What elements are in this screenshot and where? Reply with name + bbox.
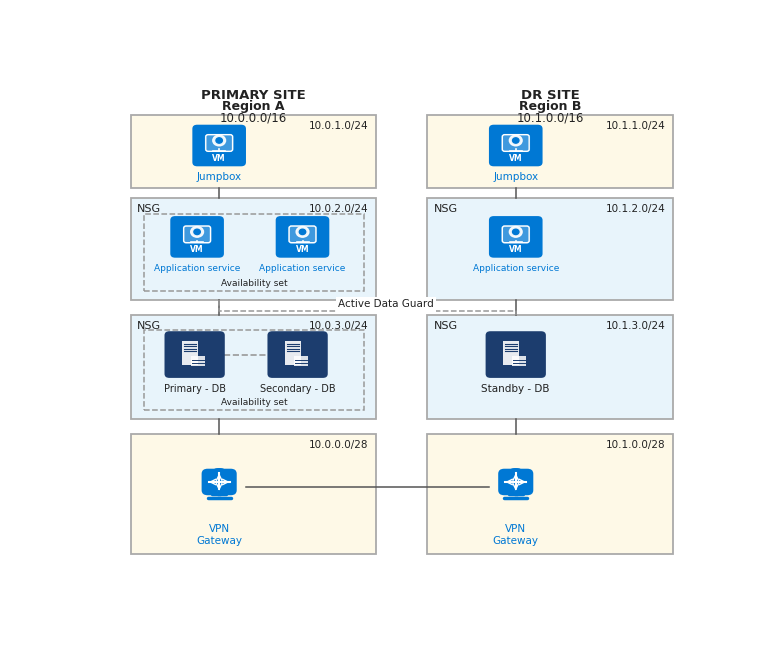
Circle shape — [296, 227, 309, 237]
Text: 10.0.2.0/24: 10.0.2.0/24 — [309, 204, 369, 214]
Text: 10.0.1.0/24: 10.0.1.0/24 — [309, 121, 369, 130]
Text: Availability set: Availability set — [221, 399, 287, 407]
Circle shape — [191, 227, 204, 237]
FancyBboxPatch shape — [489, 216, 543, 258]
Text: Application service: Application service — [154, 264, 241, 273]
FancyBboxPatch shape — [288, 225, 316, 243]
Text: NSG: NSG — [137, 321, 161, 331]
Text: 10.0.0.0/16: 10.0.0.0/16 — [220, 111, 287, 124]
Text: Primary - DB: Primary - DB — [164, 384, 226, 394]
Circle shape — [299, 229, 305, 235]
FancyBboxPatch shape — [427, 315, 672, 419]
Text: NSG: NSG — [433, 204, 458, 214]
Circle shape — [512, 229, 519, 235]
FancyBboxPatch shape — [131, 198, 376, 300]
FancyBboxPatch shape — [191, 356, 205, 366]
FancyBboxPatch shape — [192, 125, 246, 166]
Text: Jumpbox: Jumpbox — [493, 172, 538, 182]
FancyBboxPatch shape — [489, 125, 543, 166]
Text: VM: VM — [509, 245, 522, 254]
FancyBboxPatch shape — [427, 115, 672, 188]
Text: VM: VM — [191, 245, 204, 254]
Text: Region A: Region A — [223, 100, 285, 113]
FancyBboxPatch shape — [165, 331, 225, 378]
FancyBboxPatch shape — [427, 198, 672, 300]
FancyBboxPatch shape — [182, 341, 198, 365]
Circle shape — [509, 227, 522, 237]
FancyBboxPatch shape — [267, 331, 328, 378]
FancyBboxPatch shape — [285, 341, 301, 365]
Text: 10.0.0.0/28: 10.0.0.0/28 — [309, 440, 369, 450]
Text: 10.1.0.0/28: 10.1.0.0/28 — [606, 440, 665, 450]
Text: Active Data Guard: Active Data Guard — [337, 299, 433, 310]
Text: Region B: Region B — [519, 100, 581, 113]
Text: VPN
Gateway: VPN Gateway — [196, 524, 242, 546]
Text: NSG: NSG — [433, 321, 458, 331]
Text: VM: VM — [509, 154, 522, 163]
Circle shape — [509, 135, 522, 146]
FancyBboxPatch shape — [170, 216, 224, 258]
FancyBboxPatch shape — [205, 134, 234, 152]
FancyBboxPatch shape — [294, 356, 308, 366]
FancyBboxPatch shape — [427, 434, 672, 554]
FancyBboxPatch shape — [501, 134, 530, 152]
Text: 10.1.0.0/16: 10.1.0.0/16 — [516, 111, 583, 124]
Text: Jumpbox: Jumpbox — [197, 172, 242, 182]
Text: VPN
Gateway: VPN Gateway — [493, 524, 539, 546]
Text: 10.0.3.0/24: 10.0.3.0/24 — [309, 321, 369, 331]
FancyBboxPatch shape — [486, 331, 546, 378]
FancyBboxPatch shape — [183, 225, 211, 243]
FancyBboxPatch shape — [276, 216, 330, 258]
Text: PRIMARY SITE: PRIMARY SITE — [201, 89, 306, 102]
Text: 10.1.2.0/24: 10.1.2.0/24 — [605, 204, 665, 214]
FancyBboxPatch shape — [201, 469, 237, 496]
FancyBboxPatch shape — [498, 469, 533, 496]
Text: VM: VM — [212, 154, 226, 163]
Circle shape — [512, 138, 519, 143]
Text: 10.1.1.0/24: 10.1.1.0/24 — [605, 121, 665, 130]
Text: 10.1.3.0/24: 10.1.3.0/24 — [605, 321, 665, 331]
Text: Secondary - DB: Secondary - DB — [260, 384, 335, 394]
FancyBboxPatch shape — [503, 341, 519, 365]
Text: VM: VM — [296, 245, 309, 254]
Text: Standby - DB: Standby - DB — [482, 384, 550, 394]
Text: DR SITE: DR SITE — [521, 89, 580, 102]
Circle shape — [194, 229, 200, 235]
Text: NSG: NSG — [137, 204, 161, 214]
FancyBboxPatch shape — [131, 315, 376, 419]
Text: Application service: Application service — [473, 264, 559, 273]
FancyBboxPatch shape — [512, 356, 526, 366]
FancyBboxPatch shape — [131, 434, 376, 554]
Text: Application service: Application service — [259, 264, 346, 273]
Text: Availability set: Availability set — [221, 279, 287, 288]
FancyBboxPatch shape — [501, 225, 530, 243]
Circle shape — [216, 138, 223, 143]
Circle shape — [212, 135, 226, 146]
FancyBboxPatch shape — [131, 115, 376, 188]
